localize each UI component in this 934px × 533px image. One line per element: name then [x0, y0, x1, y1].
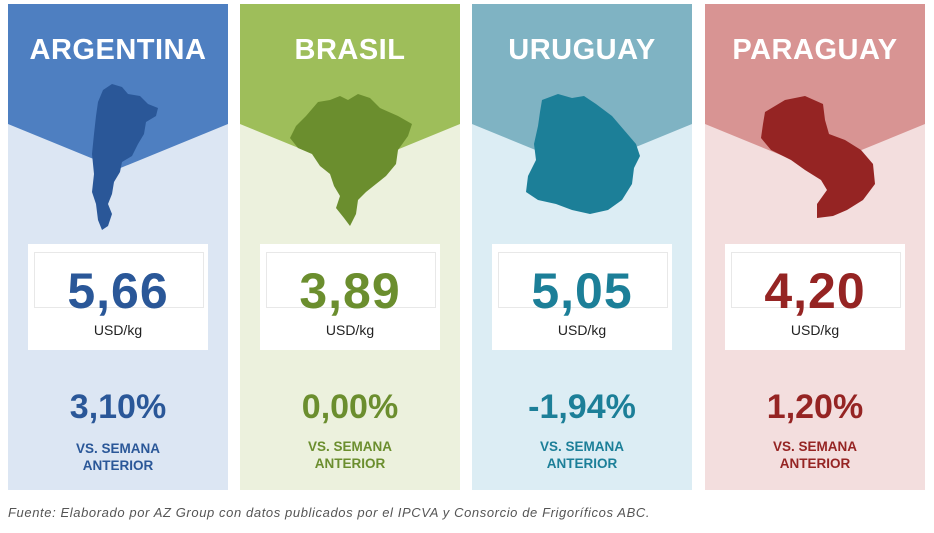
weekly-change: 1,20% [766, 388, 864, 426]
card-banner [705, 4, 925, 169]
card-paraguay: PARAGUAY 4,20 USD/kg 1,20% VS. SEMANA AN… [705, 4, 925, 490]
weekly-change: -1,94% [528, 388, 636, 426]
comparison-label: VS. SEMANA ANTERIOR [8, 440, 228, 474]
country-title: ARGENTINA [29, 34, 207, 66]
price-box [28, 244, 208, 350]
comparison-label-line1: VS. SEMANA [539, 439, 624, 454]
uruguay-map-icon [526, 94, 640, 214]
country-title: URUGUAY [508, 34, 656, 66]
card-uruguay: URUGUAY 5,05 USD/kg -1,94% VS. SEMANA AN… [472, 4, 692, 490]
weekly-change: 3,10% [69, 388, 167, 426]
comparison-label: VS. SEMANA ANTERIOR [240, 438, 460, 472]
price-unit: USD/kg [557, 322, 607, 338]
comparison-label-line2: ANTERIOR [546, 456, 618, 471]
comparison-label: VS. SEMANA ANTERIOR [472, 438, 692, 472]
comparison-label-line1: VS. SEMANA [307, 439, 392, 454]
comparison-label-line2: ANTERIOR [314, 456, 386, 471]
price-value: 5,05 [531, 263, 633, 319]
price-unit: USD/kg [790, 322, 840, 338]
comparison-label-line1: VS. SEMANA [772, 439, 857, 454]
source-note: Fuente: Elaborado por AZ Group con datos… [8, 505, 651, 520]
comparison-label-line1: VS. SEMANA [75, 441, 160, 456]
card-banner [472, 4, 692, 169]
price-box [492, 244, 672, 350]
country-title: PARAGUAY [732, 34, 898, 66]
comparison-label-line2: ANTERIOR [82, 458, 154, 473]
weekly-change: 0,00% [301, 388, 399, 426]
price-value: 5,66 [67, 263, 169, 319]
country-title: BRASIL [294, 34, 406, 66]
price-box [260, 244, 440, 350]
card-brasil: BRASIL 3,89 USD/kg 0,00% VS. SEMANA ANTE… [240, 4, 460, 490]
paraguay-map-icon [761, 96, 875, 218]
card-argentina: ARGENTINA 5,66 USD/kg 3,10% VS. SEMANA A… [8, 4, 228, 490]
argentina-map-icon [92, 84, 158, 230]
price-box [725, 244, 905, 350]
price-unit: USD/kg [93, 322, 143, 338]
price-unit: USD/kg [325, 322, 375, 338]
comparison-label-line2: ANTERIOR [779, 456, 851, 471]
price-value: 4,20 [764, 263, 866, 319]
comparison-label: VS. SEMANA ANTERIOR [705, 438, 925, 472]
brazil-map-icon [290, 94, 412, 226]
price-value: 3,89 [299, 263, 401, 319]
